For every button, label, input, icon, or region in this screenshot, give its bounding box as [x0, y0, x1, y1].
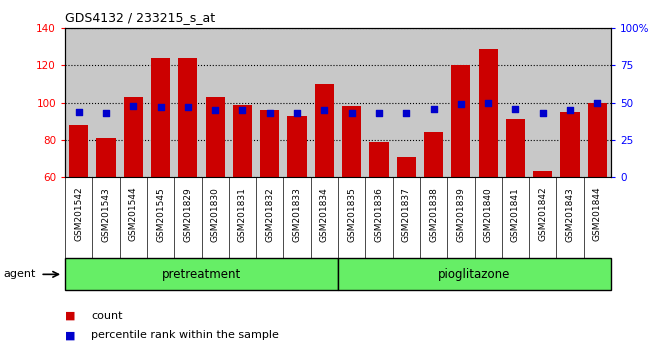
Text: GSM201831: GSM201831 — [238, 187, 247, 242]
Bar — [96, 138, 116, 289]
Text: GSM201830: GSM201830 — [211, 187, 220, 242]
Point — [483, 100, 493, 105]
Text: ■: ■ — [65, 310, 75, 321]
Bar — [178, 58, 198, 289]
Text: GSM201844: GSM201844 — [593, 187, 602, 241]
Text: GSM201834: GSM201834 — [320, 187, 329, 241]
Text: GSM201837: GSM201837 — [402, 187, 411, 242]
Point — [346, 110, 357, 116]
Bar — [315, 84, 334, 289]
Bar — [287, 116, 307, 289]
Point — [374, 110, 384, 116]
Point — [401, 110, 411, 116]
Point — [73, 109, 84, 114]
Bar — [478, 49, 498, 289]
Text: GSM201544: GSM201544 — [129, 187, 138, 241]
Bar — [588, 103, 607, 289]
Text: percentile rank within the sample: percentile rank within the sample — [91, 330, 279, 341]
Bar — [342, 107, 361, 289]
Text: GSM201835: GSM201835 — [347, 187, 356, 242]
Text: GSM201833: GSM201833 — [292, 187, 302, 242]
Text: GSM201832: GSM201832 — [265, 187, 274, 241]
Text: GSM201842: GSM201842 — [538, 187, 547, 241]
Bar — [533, 171, 552, 289]
Text: GSM201545: GSM201545 — [156, 187, 165, 241]
Bar — [338, 258, 611, 290]
Point — [510, 106, 521, 112]
Point — [428, 106, 439, 112]
Bar — [69, 125, 88, 289]
Text: agent: agent — [3, 269, 36, 279]
Bar — [124, 97, 143, 289]
Bar — [396, 156, 416, 289]
Bar — [65, 258, 338, 290]
Point — [538, 110, 548, 116]
Text: GSM201839: GSM201839 — [456, 187, 465, 242]
Point — [237, 107, 248, 113]
Bar — [260, 110, 280, 289]
Point — [456, 101, 466, 107]
Bar — [451, 65, 471, 289]
Text: GSM201836: GSM201836 — [374, 187, 384, 242]
Point — [292, 110, 302, 116]
Point — [155, 104, 166, 110]
Bar — [506, 119, 525, 289]
Text: GDS4132 / 233215_s_at: GDS4132 / 233215_s_at — [65, 11, 215, 24]
Point — [592, 100, 603, 105]
Text: GSM201838: GSM201838 — [429, 187, 438, 242]
Text: GSM201840: GSM201840 — [484, 187, 493, 241]
Point — [183, 104, 193, 110]
Text: GSM201542: GSM201542 — [74, 187, 83, 241]
Text: GSM201843: GSM201843 — [566, 187, 575, 241]
Text: pioglitazone: pioglitazone — [438, 268, 511, 281]
Bar — [151, 58, 170, 289]
Point — [319, 107, 330, 113]
Point — [210, 107, 220, 113]
Point — [565, 107, 575, 113]
Point — [128, 103, 138, 108]
Bar — [233, 104, 252, 289]
Text: ■: ■ — [65, 330, 75, 341]
Point — [265, 110, 275, 116]
Point — [101, 110, 111, 116]
Text: count: count — [91, 310, 122, 321]
Text: GSM201841: GSM201841 — [511, 187, 520, 241]
Bar — [424, 132, 443, 289]
Text: GSM201543: GSM201543 — [101, 187, 111, 241]
Bar — [369, 142, 389, 289]
Text: GSM201829: GSM201829 — [183, 187, 192, 241]
Bar — [205, 97, 225, 289]
Text: pretreatment: pretreatment — [162, 268, 241, 281]
Bar — [560, 112, 580, 289]
